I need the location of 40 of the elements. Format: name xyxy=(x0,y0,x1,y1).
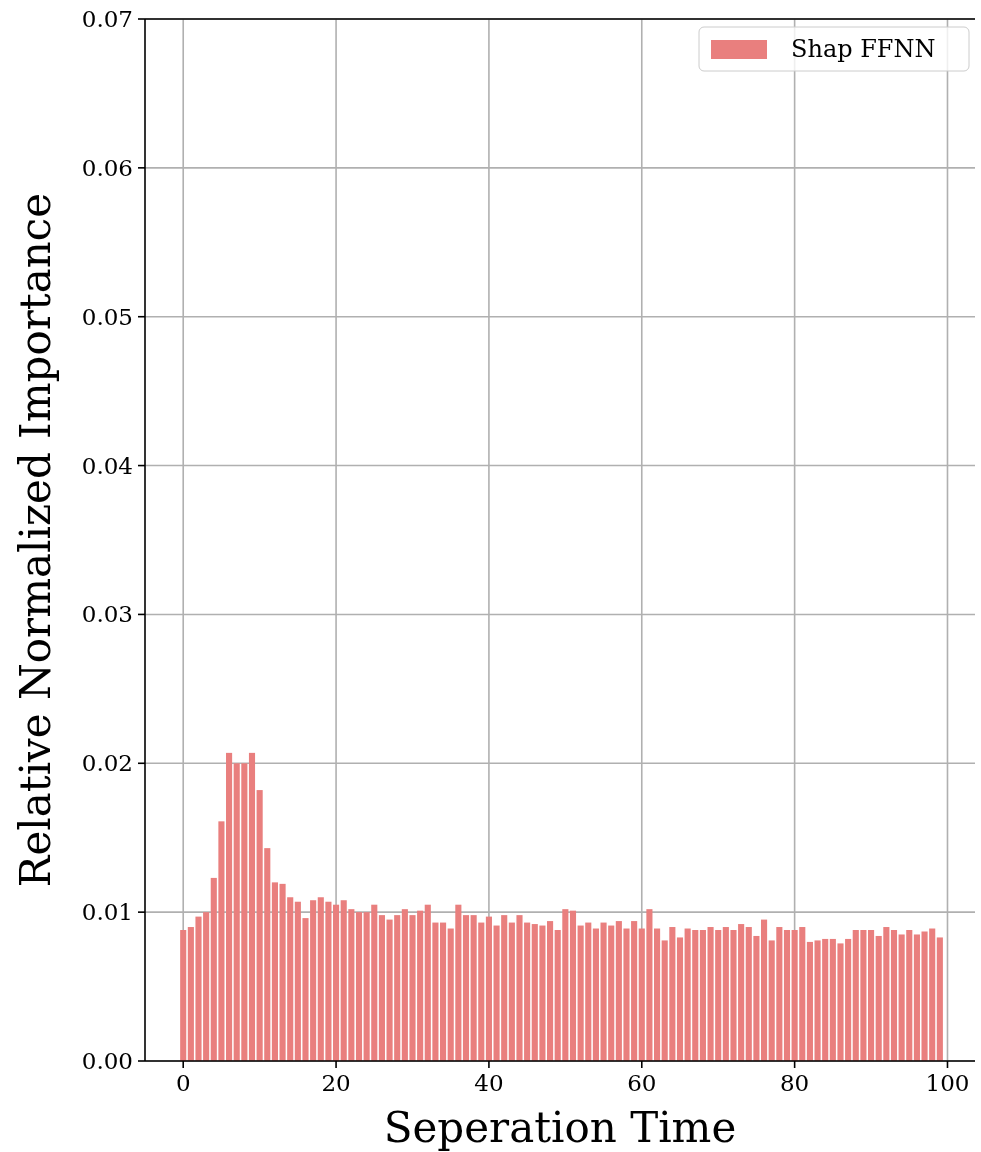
y-tick-label: 0.06 xyxy=(81,154,133,181)
bar xyxy=(806,941,813,1061)
bar xyxy=(485,916,492,1061)
bar xyxy=(547,921,554,1061)
y-tick-label: 0.03 xyxy=(81,601,133,628)
bar xyxy=(936,937,943,1061)
bar xyxy=(761,919,768,1061)
x-tick-label: 20 xyxy=(321,1070,351,1096)
x-tick-label: 0 xyxy=(175,1070,191,1096)
bar xyxy=(913,934,920,1061)
bar xyxy=(333,904,340,1061)
bar xyxy=(699,930,706,1061)
bar xyxy=(569,910,577,1061)
x-tick-label: 40 xyxy=(474,1070,504,1096)
y-tick-label: 0.05 xyxy=(81,303,133,330)
x-tick-label: 80 xyxy=(779,1070,810,1096)
y-axis-title: Relative Normalized Importance xyxy=(11,192,60,888)
bar xyxy=(868,930,875,1061)
bar xyxy=(654,928,661,1061)
bar xyxy=(676,937,684,1061)
bar xyxy=(440,922,447,1061)
y-tick-label: 0.01 xyxy=(81,899,133,926)
y-tick-label: 0.02 xyxy=(81,750,133,777)
y-tick-label: 0.04 xyxy=(81,452,133,479)
x-tick-label: 60 xyxy=(627,1070,657,1096)
y-tick-label: 0.07 xyxy=(81,6,133,33)
bar xyxy=(180,930,187,1061)
bar xyxy=(890,930,898,1061)
legend-label: Shap FFNN xyxy=(791,35,936,64)
bar xyxy=(355,912,363,1061)
x-tick-label: 100 xyxy=(925,1070,970,1096)
bar xyxy=(783,930,791,1061)
bar xyxy=(271,882,278,1061)
bar xyxy=(462,915,470,1061)
x-axis-title: Seperation Time xyxy=(383,1103,737,1152)
bar xyxy=(592,928,599,1061)
bar xyxy=(226,752,233,1061)
bar xyxy=(248,752,256,1061)
y-tick-label: 0.00 xyxy=(81,1048,133,1075)
bar xyxy=(378,915,385,1061)
